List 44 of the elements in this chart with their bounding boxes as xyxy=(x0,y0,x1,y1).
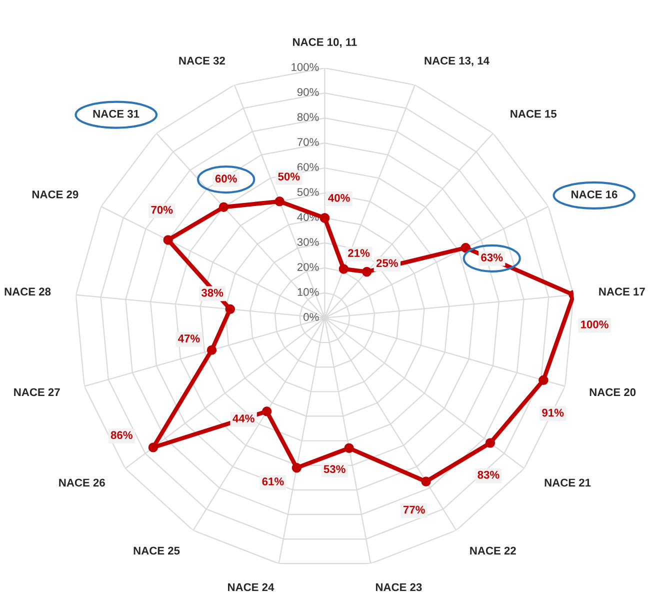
spoke-label: NACE 31 xyxy=(93,110,140,118)
y-tick-label: 60% xyxy=(297,163,319,171)
spoke-label: NACE 13, 14 xyxy=(424,56,490,66)
text: 91% xyxy=(542,408,564,417)
text: 63% xyxy=(481,254,503,262)
spoke-label: NACE 15 xyxy=(510,110,557,118)
text: 53% xyxy=(324,465,346,474)
spoke-label: NACE 23 xyxy=(376,583,422,592)
y-tick-label: 100% xyxy=(292,63,319,72)
text: 60% xyxy=(215,174,237,183)
spoke-label: NACE 16 xyxy=(572,190,618,198)
text: 100% xyxy=(580,320,608,328)
spoke-label: NACE 25 xyxy=(134,546,180,555)
y-tick-label: 0% xyxy=(304,313,319,321)
text: 44% xyxy=(232,414,254,422)
spoke-label: NACE 21 xyxy=(544,478,591,487)
text: 38% xyxy=(201,288,224,297)
spoke-label: NACE 28 xyxy=(4,288,51,296)
y-tick-label: 50% xyxy=(297,188,319,196)
y-tick-label: 70% xyxy=(297,138,319,146)
text: 77% xyxy=(403,506,425,514)
spoke-label: NACE 17 xyxy=(599,288,645,296)
y-tick-label: 90% xyxy=(297,88,319,96)
text: 70% xyxy=(151,206,173,214)
spoke-label: NACE 27 xyxy=(14,388,60,396)
spoke-label: NACE 20 xyxy=(590,388,636,396)
y-tick-label: 30% xyxy=(297,238,319,246)
y-tick-label: 80% xyxy=(297,113,319,121)
y-tick-label: 10% xyxy=(298,288,319,296)
spoke-label: NACE 22 xyxy=(470,546,516,555)
text: 21% xyxy=(348,249,370,257)
spoke-label: NACE 32 xyxy=(179,56,225,65)
text: 83% xyxy=(478,470,500,479)
text: 25% xyxy=(376,259,398,268)
spoke-label: NACE 29 xyxy=(32,190,78,198)
text: 86% xyxy=(110,431,132,440)
text: 50% xyxy=(278,172,300,180)
text: 40% xyxy=(328,194,350,202)
spoke-label: NACE 24 xyxy=(228,583,274,592)
y-tick-label: 20% xyxy=(297,263,319,271)
text: 47% xyxy=(178,334,200,342)
spoke-label: NACE 10, 11 xyxy=(293,38,357,48)
spoke-label: NACE 26 xyxy=(59,478,105,487)
text: 61% xyxy=(262,478,284,486)
